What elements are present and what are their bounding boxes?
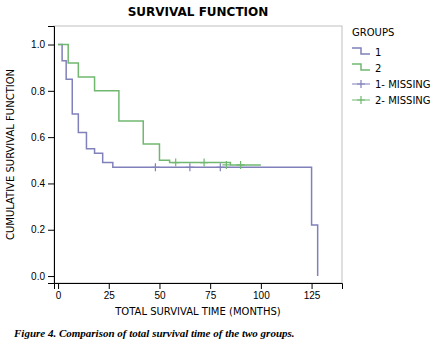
tick-label: 0.8 xyxy=(31,86,45,97)
legend: GROUPS 1 2 1- MISSING 2- MISSING xyxy=(352,27,431,106)
tick-label: 0.6 xyxy=(31,132,45,143)
tick: 25 xyxy=(104,283,116,301)
plot-frame xyxy=(54,26,342,283)
legend-item: 1 xyxy=(352,47,381,58)
y-axis-title: CUMULATIVE SURVIVAL FUNCTION xyxy=(5,69,16,240)
censor-marker xyxy=(222,161,230,169)
tick: 50 xyxy=(154,283,166,301)
tick-label: 25 xyxy=(104,290,116,301)
legend-item: 2- MISSING xyxy=(352,95,431,106)
tick-mark xyxy=(210,283,211,289)
legend-title: GROUPS xyxy=(352,27,394,38)
axis-line xyxy=(48,27,55,284)
tick-label: 100 xyxy=(253,290,270,301)
chart: 0 25 50 75 100 125 0.0 0.2 0.4 0.6 0.8 1.0 SURVIVAL … xyxy=(0,0,444,345)
tick: 0.0 xyxy=(31,271,54,282)
caption: Figure 4. Comparison of total survival t… xyxy=(13,327,295,339)
legend-swatch xyxy=(352,48,370,54)
tick: 0.6 xyxy=(31,132,54,143)
tick-label: 0.0 xyxy=(31,271,45,282)
tick: 0 xyxy=(56,283,62,301)
tick-mark xyxy=(312,283,313,289)
tick-mark xyxy=(58,283,59,289)
tick-mark xyxy=(48,230,54,231)
title: SURVIVAL FUNCTION xyxy=(128,5,269,19)
tick: 125 xyxy=(304,283,321,301)
tick: 100 xyxy=(253,283,270,301)
tick-label: 0 xyxy=(56,290,62,301)
tick: 1.0 xyxy=(31,39,54,50)
censor-marker xyxy=(200,159,208,167)
tick-mark xyxy=(48,137,54,138)
tick-mark xyxy=(48,183,54,184)
tick-mark xyxy=(48,91,54,92)
tick-mark xyxy=(48,45,54,46)
legend-label: 1 xyxy=(375,47,381,58)
tick: 0.4 xyxy=(31,178,54,189)
censor-marker xyxy=(151,163,159,171)
tick-label: 1.0 xyxy=(31,39,45,50)
legend-label: 2 xyxy=(375,63,381,74)
tick-mark xyxy=(261,283,262,289)
y-axis: 0.0 0.2 0.4 0.6 0.8 1.0 xyxy=(31,27,54,284)
tick: 0.8 xyxy=(31,86,54,97)
survival-line xyxy=(58,45,318,277)
censor-marker xyxy=(186,163,194,171)
tick-label: 75 xyxy=(205,290,217,301)
x-axis-title: TOTAL SURVIVAL TIME (MONTHS) xyxy=(114,306,281,317)
tick-label: 0.4 xyxy=(31,178,45,189)
tick-label: 125 xyxy=(304,290,321,301)
censor-marker xyxy=(172,159,180,167)
legend-marker xyxy=(357,96,365,104)
tick-label: 0.2 xyxy=(31,224,45,235)
tick: 0.2 xyxy=(31,224,54,235)
legend-marker xyxy=(357,80,365,88)
tick-mark xyxy=(48,276,54,277)
plot: 0 25 50 75 100 125 0.0 0.2 0.4 0.6 0.8 1.0 xyxy=(31,26,342,301)
legend-item: 1- MISSING xyxy=(352,79,431,90)
tick-mark xyxy=(159,283,160,289)
legend-label: 1- MISSING xyxy=(375,79,431,90)
tick: 75 xyxy=(205,283,217,301)
x-axis: 0 25 50 75 100 125 xyxy=(55,283,343,301)
marks xyxy=(58,45,318,277)
tick-label: 50 xyxy=(154,290,166,301)
survival-line xyxy=(58,45,261,165)
legend-swatch xyxy=(352,64,370,70)
censor-marker xyxy=(237,161,245,169)
legend-item: 2 xyxy=(352,63,381,74)
tick-mark xyxy=(109,283,110,289)
axis-line xyxy=(55,284,343,290)
legend-label: 2- MISSING xyxy=(375,95,431,106)
